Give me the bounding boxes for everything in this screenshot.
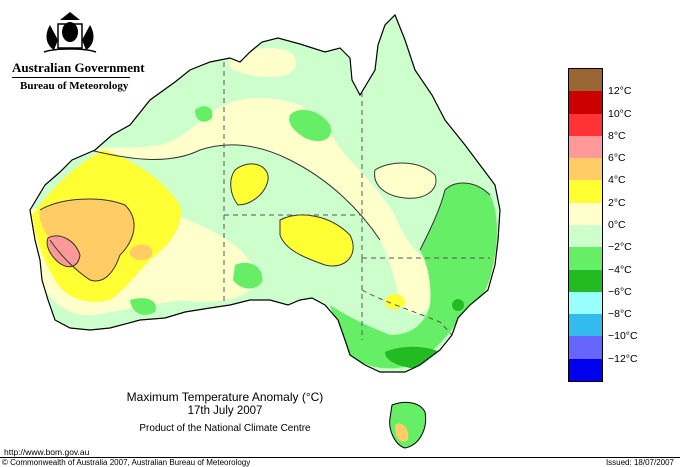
legend-label: 2°C — [608, 196, 626, 209]
legend-swatch — [569, 291, 602, 315]
header-divider — [12, 77, 130, 78]
legend-label: −12°C — [608, 352, 638, 365]
legend-label: −6°C — [608, 285, 632, 298]
coastline — [29, 13, 501, 373]
legend-label: 6°C — [608, 152, 626, 165]
legend-swatch — [569, 202, 602, 225]
legend-swatch — [569, 225, 602, 248]
legend-label: 12°C — [608, 85, 632, 98]
legend-swatch — [569, 358, 602, 381]
legend-label: −10°C — [608, 330, 638, 343]
legend-label: 0°C — [608, 219, 626, 231]
coat-of-arms-icon — [43, 12, 97, 53]
legend-swatch — [569, 336, 602, 359]
legend-swatch — [569, 247, 602, 270]
issued-date: Issued: 18/07/2007 — [605, 458, 674, 467]
bureau-name: Bureau of Meteorology — [20, 80, 129, 92]
website-url[interactable]: http://www.bom.gov.au — [4, 447, 90, 457]
legend-swatch — [569, 158, 602, 181]
legend-label: −4°C — [608, 263, 632, 276]
legend-swatch — [569, 314, 602, 337]
legend-swatch — [569, 113, 602, 136]
legend-label: 10°C — [608, 107, 632, 120]
legend-swatch — [569, 180, 602, 203]
legend-label: −8°C — [608, 308, 632, 321]
map-date: 17th July 2007 — [187, 405, 263, 417]
legend-swatch — [569, 135, 602, 159]
copyright-text: © Commonwealth of Australia 2007, Austra… — [2, 458, 251, 467]
map-credit: Product of the National Climate Centre — [139, 423, 311, 434]
legend-label: 4°C — [608, 174, 626, 187]
footer-divider — [0, 457, 680, 458]
color-legend: 12°C 10°C 8°C 6°C 4°C 2°C 0°C −2°C −4°C −6°C −8°C −… — [568, 68, 638, 382]
legend-swatch — [569, 91, 602, 114]
legend-label: 8°C — [608, 129, 626, 142]
legend-swatch — [569, 269, 602, 292]
government-name: Australian Government — [12, 60, 145, 75]
map-title: Maximum Temperature Anomaly (°C) — [126, 390, 324, 404]
state-borders — [223, 62, 490, 340]
legend-swatch — [569, 69, 602, 92]
legend-label: −2°C — [608, 241, 632, 254]
